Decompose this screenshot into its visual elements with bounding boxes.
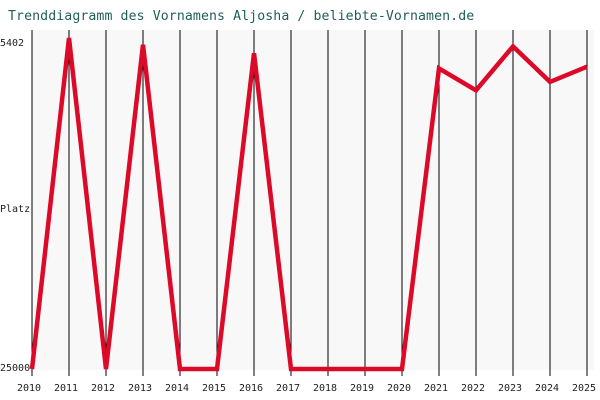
x-tick-labels: 2010 2011 2012 2013 2014 2015 2016 2017 2018 2019… <box>17 383 596 394</box>
x-tick-2011: 2011 <box>54 383 78 394</box>
x-tick-2024: 2024 <box>535 383 559 394</box>
x-tick-2018: 2018 <box>313 383 337 394</box>
series-line <box>29 37 588 372</box>
x-tick-2015: 2015 <box>202 383 226 394</box>
chart-title: Trenddiagramm des Vornamens Aljosha / be… <box>8 9 475 24</box>
x-tick-2017: 2017 <box>276 383 300 394</box>
y-tick-bottom: 25000 <box>0 363 30 374</box>
data-points <box>31 37 588 370</box>
y-axis-label: Platz <box>0 204 30 215</box>
y-tick-top: 5402 <box>0 38 24 49</box>
x-tick-2016: 2016 <box>239 383 263 394</box>
x-tick-2020: 2020 <box>387 383 411 394</box>
plot-background <box>32 30 594 370</box>
x-tick-2023: 2023 <box>498 383 522 394</box>
x-tick-2013: 2013 <box>128 383 152 394</box>
x-tick-2022: 2022 <box>461 383 485 394</box>
x-tick-2012: 2012 <box>91 383 115 394</box>
x-tick-2025: 2025 <box>572 383 596 394</box>
x-tick-2021: 2021 <box>424 383 448 394</box>
x-tick-2014: 2014 <box>165 383 189 394</box>
x-tick-2010: 2010 <box>17 383 41 394</box>
x-tick-2019: 2019 <box>350 383 374 394</box>
